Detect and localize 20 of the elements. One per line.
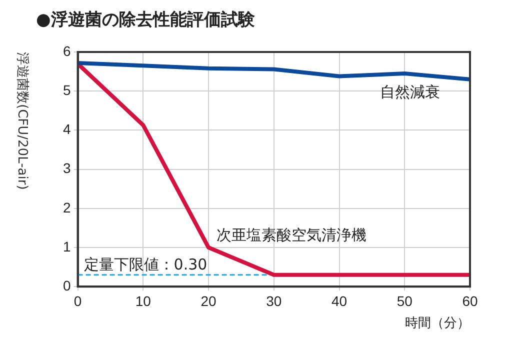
y-axis-title: 浮遊菌数(CFU/20L-air) bbox=[14, 52, 30, 190]
x-tick-label: 40 bbox=[331, 292, 348, 309]
y-tick-label: 3 bbox=[62, 160, 71, 176]
y-tick-label: 5 bbox=[62, 82, 71, 98]
series-label: 次亜塩素酸空気清浄機 bbox=[216, 226, 367, 244]
y-tick-label: 0 bbox=[62, 277, 71, 294]
x-tick-label: 60 bbox=[462, 292, 478, 309]
chart-title: ●浮遊菌の除去性能評価試験 bbox=[36, 9, 255, 31]
series-label: 自然減衰 bbox=[380, 82, 440, 101]
x-tick-label: 30 bbox=[266, 292, 282, 309]
y-tick-label: 6 bbox=[62, 42, 71, 59]
x-tick-label: 20 bbox=[200, 292, 217, 309]
ref-line-label: 定量下限値：0.30 bbox=[84, 255, 208, 274]
y-tick-label: 2 bbox=[62, 199, 71, 216]
y-tick-label: 4 bbox=[62, 121, 71, 138]
y-tick-label: 1 bbox=[62, 238, 71, 254]
x-axis-title: 時間（分） bbox=[405, 314, 470, 330]
x-tick-label: 50 bbox=[396, 292, 413, 309]
x-tick-label: 0 bbox=[74, 292, 82, 309]
x-tick-label: 10 bbox=[135, 292, 152, 309]
